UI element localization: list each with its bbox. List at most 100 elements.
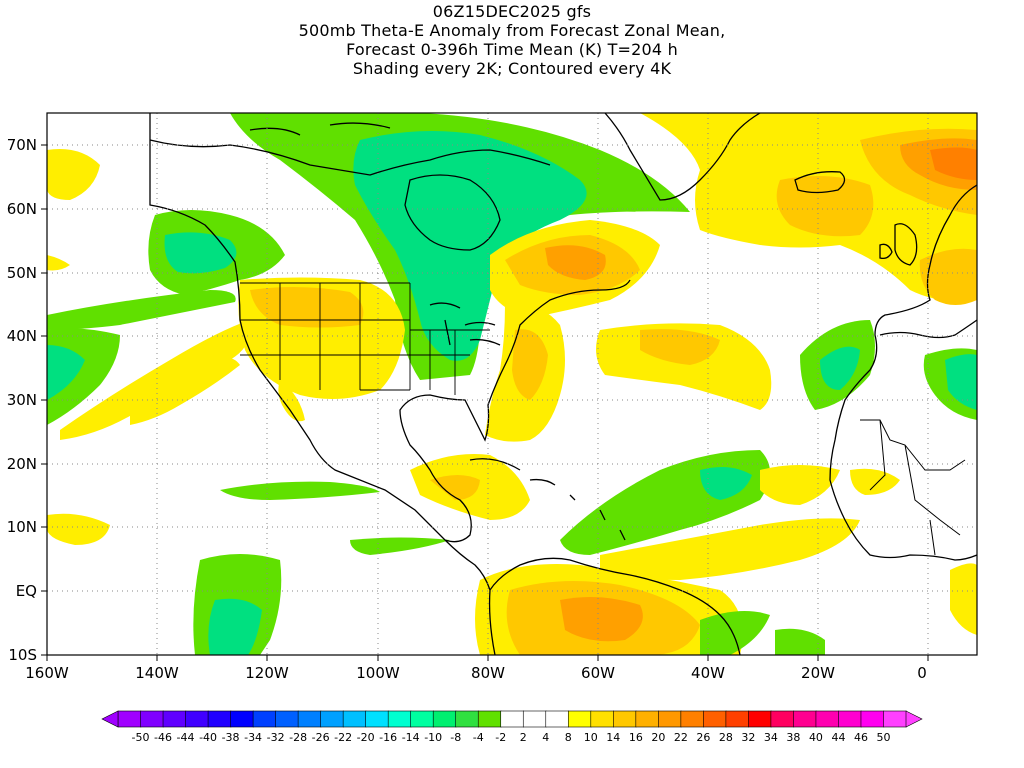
lon-label: 80W (471, 664, 505, 682)
coastline-na-east (399, 279, 631, 543)
colorbar-label: -10 (424, 731, 442, 744)
lon-label: 140W (135, 664, 179, 682)
colorbar-label: 16 (629, 731, 643, 744)
colorbar-label: -46 (154, 731, 172, 744)
colorbar-swatch (770, 710, 795, 728)
anomaly-region-pacific-teal (47, 345, 85, 400)
lat-label: 30N (7, 391, 37, 409)
coastline-mediterranean (879, 319, 977, 339)
colorbar-swatch (207, 710, 232, 728)
lat-label: 40N (7, 327, 37, 345)
anomaly-region-nafrica-teal (820, 346, 860, 390)
colorbar-swatch (162, 710, 187, 728)
shaded-field (47, 113, 977, 655)
colorbar-swatch (477, 710, 502, 728)
colorbar-swatch (387, 710, 412, 728)
anomaly-region-natl-red (930, 147, 977, 180)
lon-label: 40W (691, 664, 725, 682)
colorbar-label: -50 (132, 731, 150, 744)
lat-label: 50N (7, 264, 37, 282)
colorbar-right-arrow (905, 710, 923, 728)
colorbar-swatch (703, 710, 727, 728)
lat-label: 70N (7, 136, 37, 154)
anomaly-region-epac-band (220, 481, 380, 500)
coastline-greenland (604, 113, 761, 201)
anomaly-region-satl-green (775, 628, 825, 655)
colorbar-swatch (140, 710, 164, 728)
colorbar-label: -28 (289, 731, 307, 744)
coastline-great-lakes (429, 302, 501, 346)
colorbar-swatch (680, 710, 705, 728)
colorbar-swatch (230, 710, 254, 728)
colorbar-label: 26 (696, 731, 710, 744)
colorbar-swatch (275, 710, 299, 728)
anomaly-region-canada-teal (353, 131, 587, 361)
lat-label: 60N (7, 200, 37, 218)
lon-label: 0 (917, 664, 927, 682)
colorbar-label: 14 (606, 731, 620, 744)
lon-label: 160W (25, 664, 69, 682)
title-line-1: 06Z15DEC2025 gfs (432, 2, 592, 21)
tick-marks (41, 144, 929, 661)
anomaly-region-farwest-yellow (47, 513, 110, 545)
anomaly-region-tropatl-yellow (760, 465, 840, 505)
colorbar-swatch (815, 710, 840, 728)
colorbar-label: -38 (222, 731, 240, 744)
anomaly-region-africa-yellow (950, 563, 977, 635)
coastline-iceland (794, 171, 846, 194)
colorbar-label: -26 (312, 731, 330, 744)
colorbar-label: 28 (719, 731, 733, 744)
anomaly-region-europe-gold (919, 248, 977, 305)
colorbar-swatch (545, 710, 569, 728)
colorbar-label: 50 (876, 731, 890, 744)
colorbar-swatch (635, 710, 660, 728)
colorbar-swatch (500, 710, 524, 728)
colorbar-label: 2 (520, 731, 527, 744)
anomaly-region-caribbean-gold (430, 475, 480, 500)
lon-label: 20W (801, 664, 835, 682)
colorbar (101, 710, 923, 728)
colorbar-swatch (185, 710, 209, 728)
lat-labels: 70N 60N 50N 40N 30N 20N 10N EQ 10S (7, 136, 37, 664)
map-title: 06Z15DEC2025 gfs 500mb Theta-E Anomaly f… (0, 2, 1024, 78)
colorbar-label: 34 (764, 731, 778, 744)
colorbar-label: -14 (402, 731, 420, 744)
colorbar-swatch (365, 710, 389, 728)
colorbar-swatch (590, 710, 615, 728)
lon-label: 60W (581, 664, 615, 682)
anomaly-region-pacific-yellow (60, 320, 251, 440)
colorbar-label: -22 (334, 731, 352, 744)
title-line-3: Forecast 0-396h Time Mean (K) T=204 h (346, 40, 678, 59)
anomaly-region-samerica-orange (560, 596, 643, 642)
border-africa (860, 419, 966, 556)
colorbar-swatch (613, 710, 637, 728)
coastline-na-west (149, 113, 446, 541)
colorbar-swatch (838, 710, 862, 728)
colorbar-label: -34 (244, 731, 262, 744)
title-line-4: Shading every 2K; Contoured every 4K (352, 59, 672, 78)
colorbar-label: 22 (674, 731, 688, 744)
colorbar-label: 20 (651, 731, 665, 744)
colorbar-swatch (793, 710, 817, 728)
colorbar-swatch (860, 710, 885, 728)
colorbar-swatch (567, 710, 592, 728)
anomaly-region-med-teal (945, 354, 977, 410)
colorbar-label: 38 (786, 731, 800, 744)
colorbar-swatch (410, 710, 434, 728)
anomaly-region-sw-yellow (278, 380, 305, 422)
coastlines (149, 113, 977, 655)
colorbar-label: 46 (854, 731, 868, 744)
colorbar-left-arrow (101, 710, 119, 728)
colorbar-label: 32 (741, 731, 755, 744)
anomaly-region-farwest-yellow-n (47, 149, 100, 200)
coastline-hudson-bay (404, 174, 501, 251)
anomaly-region-africa-yellow-2 (850, 468, 900, 495)
lat-label: EQ (16, 582, 37, 600)
title-line-2: 500mb Theta-E Anomaly from Forecast Zona… (298, 21, 726, 40)
lon-label: 100W (356, 664, 400, 682)
colorbar-swatch (252, 710, 277, 728)
colorbar-label: 10 (584, 731, 598, 744)
coastline-caribbean (469, 458, 626, 541)
coastline-europe (829, 184, 977, 561)
